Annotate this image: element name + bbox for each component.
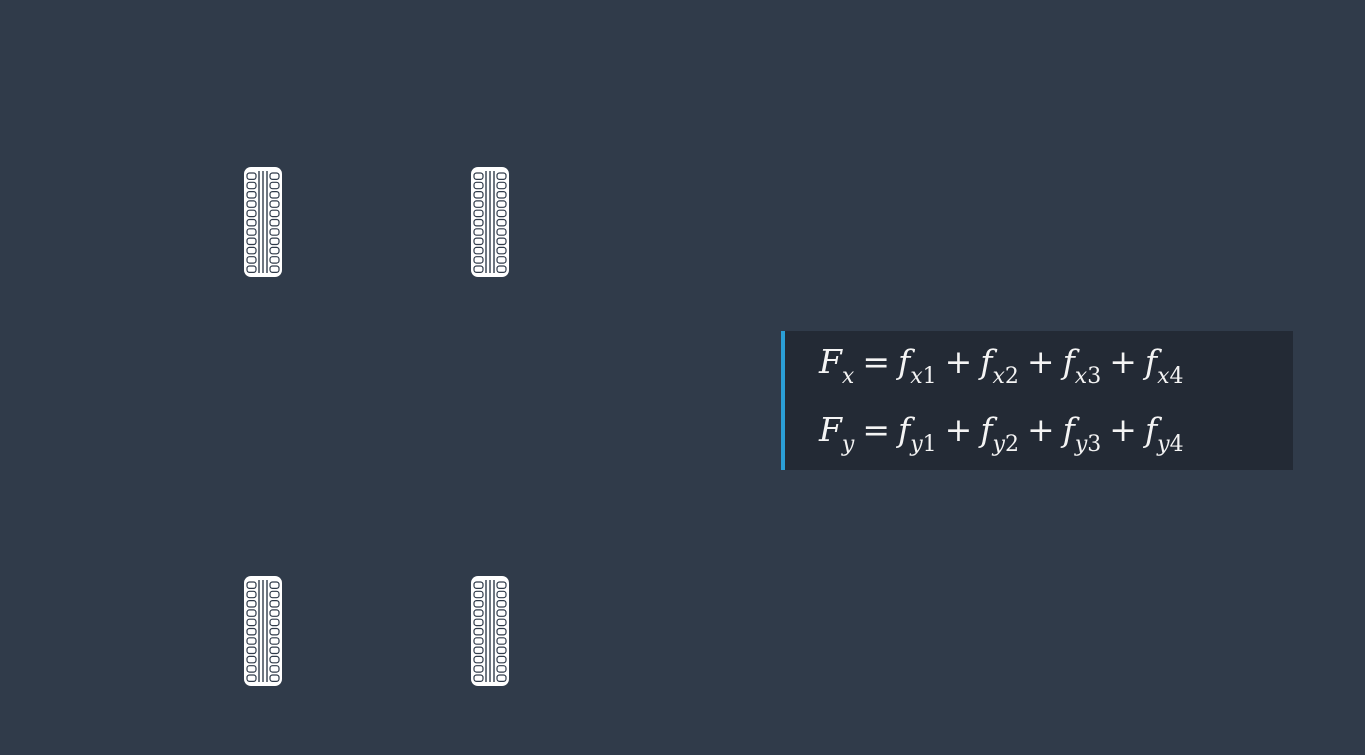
force-equations-panel: Fx = fx1 + fx2 + fx3 + fx4 Fy = fy1 + fy2 + fy3 + fy4 [781, 331, 1293, 470]
plus-sign: + [944, 342, 973, 381]
term-subscript-var: y [1074, 432, 1088, 457]
rear-right-tire-icon [470, 575, 510, 687]
front-left-tire-icon [243, 166, 283, 278]
term-subscript-var: x [992, 364, 1005, 389]
term-symbol: f [1144, 410, 1158, 449]
plus-sign: + [1026, 410, 1055, 449]
term-subscript-var: x [1157, 364, 1170, 389]
rear-left-tire-icon [243, 575, 283, 687]
term-subscript-var: x [910, 364, 923, 389]
fy-equation: Fy = fy1 + fy2 + fy3 + fy4 [819, 410, 1184, 456]
term-subscript-var: y [910, 432, 923, 457]
plus-sign: + [1109, 410, 1137, 449]
plus-sign: + [1026, 342, 1055, 381]
term-subscript-num: 3 [1087, 364, 1102, 389]
term-subscript-num: 2 [1004, 364, 1019, 389]
term-symbol: f [1062, 342, 1075, 381]
lhs-symbol: F [819, 410, 842, 449]
lhs-symbol: F [819, 342, 842, 381]
term-subscript-num: 1 [922, 364, 937, 389]
term-subscript-var: x [1074, 364, 1088, 389]
term-symbol: f [898, 410, 911, 449]
plus-sign: + [944, 410, 973, 449]
term-symbol: f [897, 342, 911, 381]
lhs-subscript: y [841, 432, 855, 457]
lhs-subscript: x [841, 364, 855, 389]
term-symbol: f [980, 410, 993, 449]
term-subscript-var: y [992, 432, 1005, 457]
term-subscript-num: 1 [922, 432, 937, 457]
term-symbol: f [980, 342, 993, 381]
term-symbol: f [1144, 342, 1158, 381]
front-right-tire-icon [470, 166, 510, 278]
term-subscript-num: 4 [1169, 364, 1184, 389]
term-subscript-num: 4 [1169, 432, 1184, 457]
plus-sign: + [1109, 342, 1137, 381]
fx-equation: Fx = fx1 + fx2 + fx3 + fx4 [819, 342, 1184, 388]
equals-sign: = [862, 410, 890, 449]
term-subscript-num: 3 [1087, 432, 1102, 457]
term-symbol: f [1062, 410, 1075, 449]
equals-sign: = [862, 342, 890, 381]
term-subscript-num: 2 [1004, 432, 1019, 457]
term-subscript-var: y [1157, 432, 1170, 457]
